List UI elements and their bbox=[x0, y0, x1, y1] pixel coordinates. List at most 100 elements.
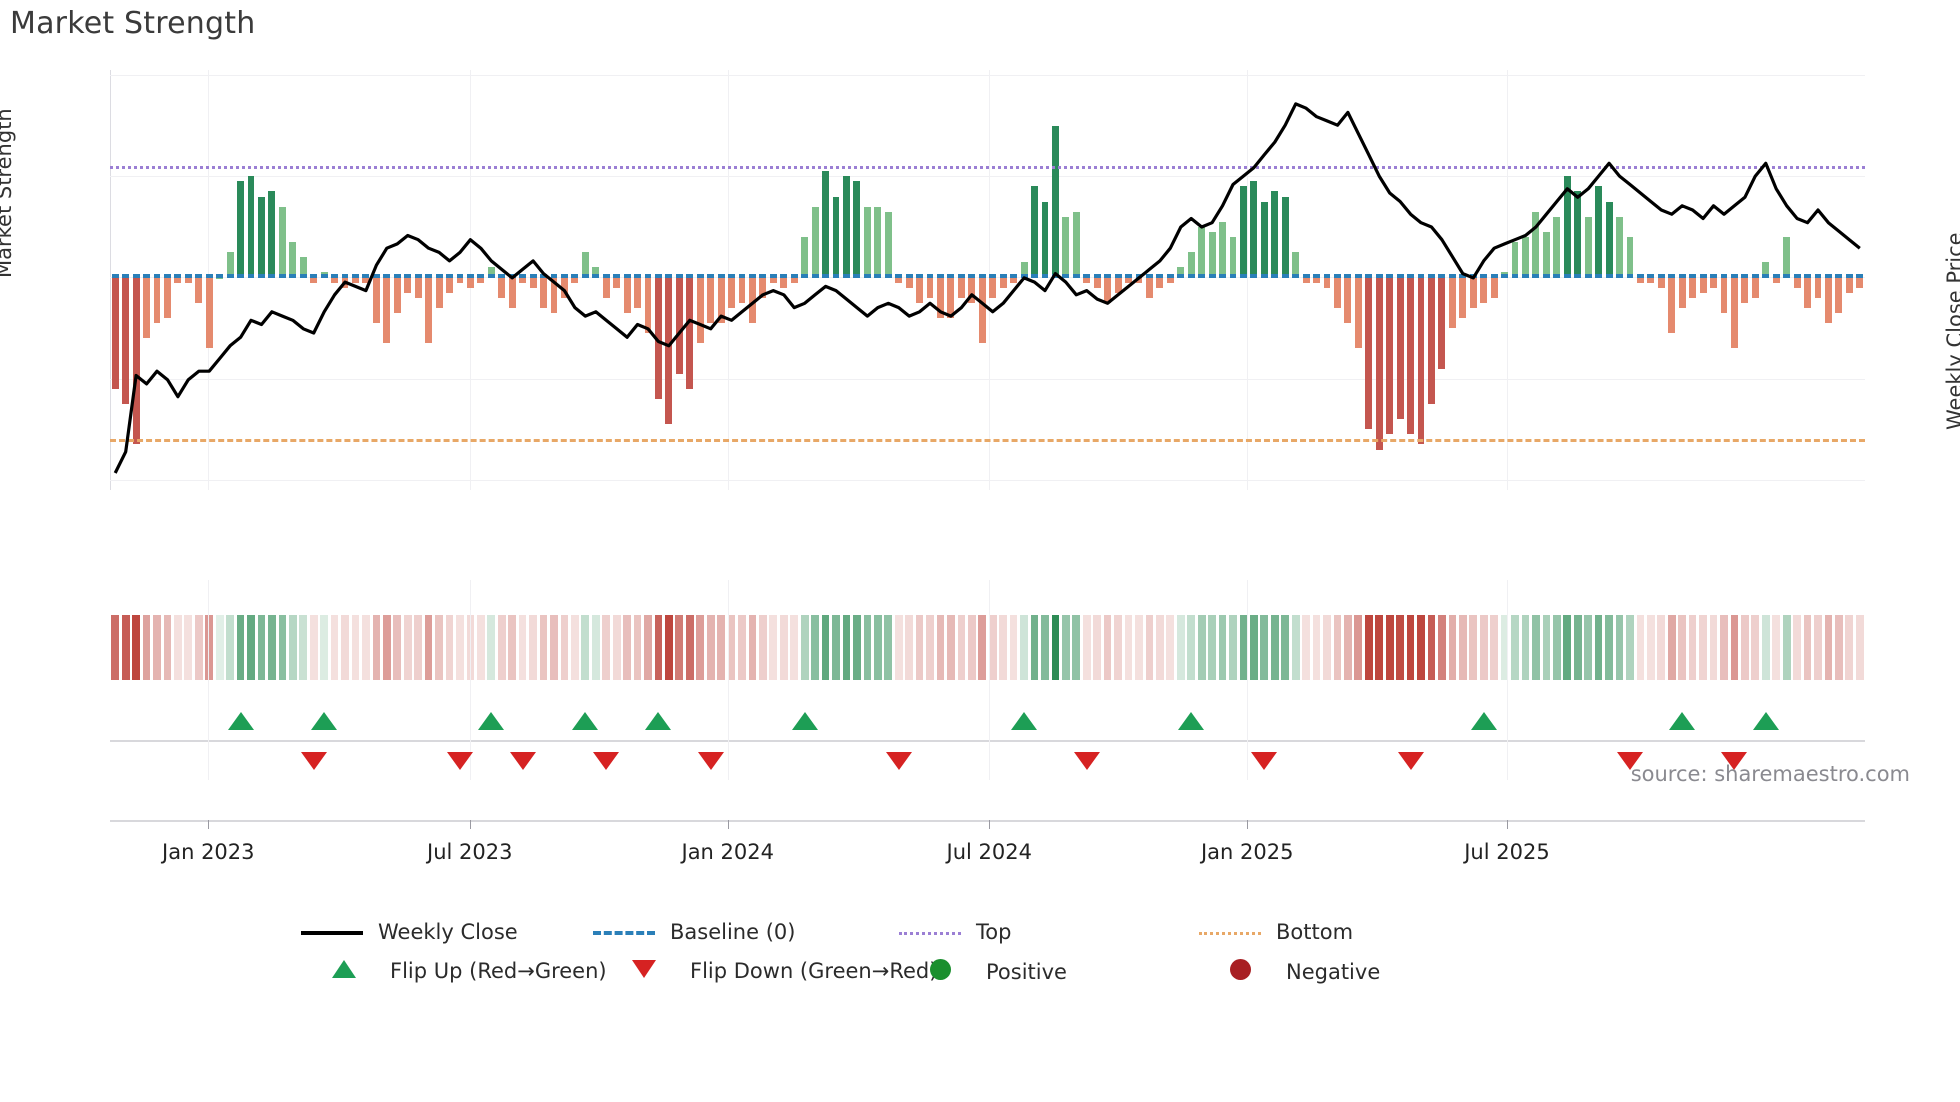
strength-bar bbox=[1187, 252, 1195, 278]
baseline-tick bbox=[143, 274, 150, 279]
strength-bar bbox=[811, 206, 819, 278]
baseline-tick bbox=[1710, 274, 1717, 279]
baseline-tick bbox=[425, 274, 433, 279]
strength-bar bbox=[916, 277, 924, 303]
heat-cell bbox=[696, 615, 705, 680]
heat-cell bbox=[1563, 615, 1572, 680]
strength-bar bbox=[132, 277, 140, 445]
heat-cell bbox=[1479, 615, 1488, 680]
heat-cell bbox=[539, 615, 548, 680]
strength-bar bbox=[937, 277, 944, 318]
strength-bar bbox=[1104, 277, 1112, 303]
baseline-tick bbox=[1448, 274, 1456, 279]
baseline-tick bbox=[1198, 274, 1206, 279]
baseline-tick bbox=[1062, 274, 1070, 279]
heat-cell bbox=[1469, 615, 1478, 680]
strength-bar bbox=[790, 277, 798, 283]
strength-bar bbox=[1636, 277, 1644, 283]
strength-bar bbox=[1511, 242, 1519, 278]
strength-bar bbox=[863, 206, 871, 278]
chart-legend: Weekly Close Baseline (0) Top Bottom Flip U… bbox=[0, 920, 1960, 998]
baseline-tick bbox=[1741, 274, 1749, 279]
heat-cell bbox=[915, 615, 924, 680]
baseline-tick bbox=[310, 274, 318, 279]
heat-cell bbox=[194, 615, 203, 680]
baseline-tick bbox=[1636, 274, 1644, 279]
strength-bar bbox=[1344, 277, 1352, 323]
x-axis-tick bbox=[727, 820, 729, 829]
baseline-tick bbox=[1678, 274, 1686, 279]
baseline-tick bbox=[1344, 274, 1352, 279]
heat-cell bbox=[748, 615, 757, 680]
page-title: Market Strength bbox=[10, 6, 256, 41]
legend-item-flip-down[interactable]: Flip Down (Green→Red) bbox=[612, 959, 937, 983]
baseline-tick bbox=[916, 274, 924, 279]
legend-item-negative[interactable]: Negative bbox=[1208, 959, 1380, 984]
baseline-tick bbox=[1229, 274, 1237, 279]
legend-item-weekly-close[interactable]: Weekly Close bbox=[300, 920, 518, 944]
baseline-tick bbox=[801, 274, 809, 279]
heat-cell bbox=[591, 615, 600, 680]
legend-item-positive[interactable]: Positive bbox=[908, 959, 1067, 984]
heat-cell bbox=[884, 615, 893, 680]
baseline-tick bbox=[1031, 274, 1038, 279]
strength-bar bbox=[957, 277, 965, 298]
heat-cell bbox=[1093, 615, 1102, 680]
strength-bar bbox=[947, 277, 955, 318]
strength-bar bbox=[832, 196, 840, 278]
legend-item-baseline[interactable]: Baseline (0) bbox=[592, 920, 795, 944]
baseline-tick bbox=[853, 274, 861, 279]
strength-bar bbox=[592, 267, 600, 278]
strength-bar bbox=[372, 277, 380, 323]
baseline-tick bbox=[247, 274, 255, 279]
legend-item-label: Positive bbox=[986, 959, 1067, 984]
heat-cell bbox=[842, 615, 851, 680]
gridline bbox=[110, 277, 1865, 279]
baseline-tick bbox=[435, 274, 443, 279]
strength-bar bbox=[623, 277, 631, 313]
strength-bar bbox=[728, 277, 735, 308]
strength-bar bbox=[1062, 216, 1070, 278]
strength-bar bbox=[393, 277, 401, 313]
flip-down-marker bbox=[300, 752, 327, 770]
heat-cell bbox=[759, 615, 767, 680]
x-axis-tick-label: Jan 2024 bbox=[681, 840, 775, 864]
baseline-tick bbox=[1480, 274, 1488, 279]
strength-bar bbox=[1605, 201, 1613, 278]
baseline-tick bbox=[1522, 274, 1529, 279]
baseline-tick bbox=[665, 274, 673, 279]
flip-markers-panel bbox=[110, 580, 1865, 820]
heat-cell bbox=[560, 615, 569, 680]
gridline-vertical bbox=[1506, 70, 1508, 490]
heat-cell bbox=[1751, 615, 1760, 680]
heat-cell bbox=[853, 615, 861, 680]
heat-cell bbox=[1250, 615, 1258, 680]
strength-bar bbox=[1145, 277, 1153, 298]
strength-bar bbox=[968, 277, 976, 303]
legend-item-bottom[interactable]: Bottom bbox=[1198, 920, 1353, 944]
heat-cell bbox=[382, 615, 391, 680]
legend-item-flip-up[interactable]: Flip Up (Red→Green) bbox=[312, 959, 607, 983]
heat-cell bbox=[1782, 615, 1791, 680]
heat-cell bbox=[1814, 615, 1822, 680]
x-axis: Jan 2023 Jul 2023 Jan 2024 Jul 2024 Jan 2025… bbox=[110, 820, 1865, 890]
strength-bar bbox=[749, 277, 756, 323]
baseline-tick bbox=[278, 274, 286, 279]
flip-down-marker bbox=[446, 752, 473, 770]
heat-cell bbox=[403, 615, 412, 680]
baseline-tick bbox=[1762, 274, 1770, 279]
heat-cell bbox=[717, 615, 725, 680]
strength-bar bbox=[843, 176, 850, 278]
heat-cell bbox=[571, 615, 579, 680]
strength-bar bbox=[258, 196, 265, 278]
heat-cell bbox=[1323, 615, 1331, 680]
heat-cell bbox=[1646, 615, 1655, 680]
heat-cell bbox=[1699, 615, 1707, 680]
strength-bar bbox=[1835, 277, 1843, 313]
legend-item-top[interactable]: Top bbox=[898, 920, 1011, 944]
heat-cell bbox=[1218, 615, 1227, 680]
heat-cell bbox=[581, 615, 590, 680]
baseline-tick bbox=[1041, 274, 1049, 279]
baseline-tick bbox=[1783, 274, 1791, 279]
strength-bar bbox=[1239, 186, 1247, 278]
